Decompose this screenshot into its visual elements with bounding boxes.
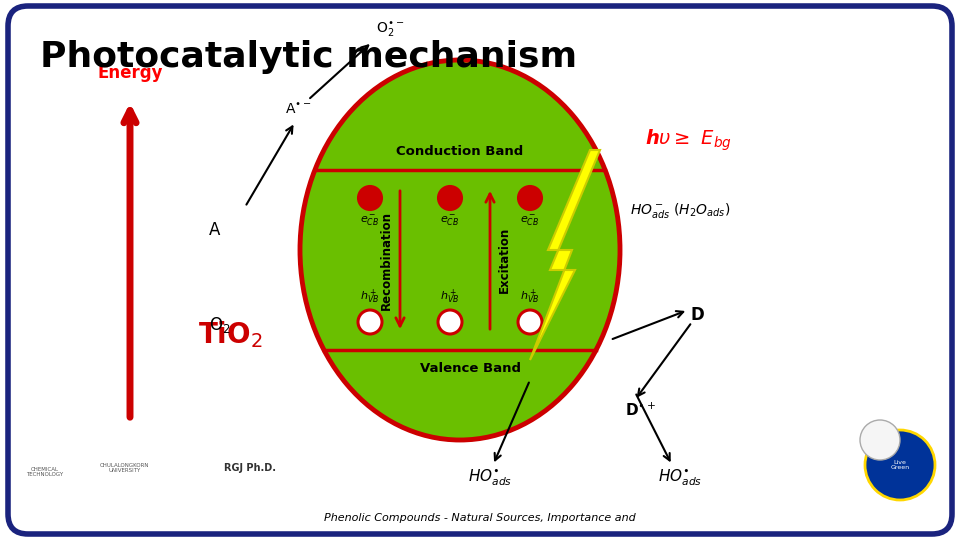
Text: Photocatalytic mechanism: Photocatalytic mechanism [40,40,577,74]
Text: Energy: Energy [97,64,163,82]
Circle shape [358,310,382,334]
Text: A: A [209,221,221,239]
Text: Phenolic Compounds - Natural Sources, Importance and: Phenolic Compounds - Natural Sources, Im… [324,513,636,523]
Circle shape [438,310,462,334]
FancyBboxPatch shape [8,6,952,534]
Text: D$^{\bullet +}$: D$^{\bullet +}$ [625,401,657,418]
Text: $HO^{\bullet}_{ads}$: $HO^{\bullet}_{ads}$ [658,468,702,488]
Text: Recombination: Recombination [379,211,393,309]
Polygon shape [530,150,600,360]
Text: Live
Green: Live Green [891,460,909,470]
Text: Conduction Band: Conduction Band [396,145,523,158]
Text: Valence Band: Valence Band [420,362,520,375]
Circle shape [438,186,462,210]
Text: RGJ Ph.D.: RGJ Ph.D. [224,463,276,473]
Text: CHEMICAL
TECHNOLOGY: CHEMICAL TECHNOLOGY [27,467,63,477]
Text: $h^+_{VB}$: $h^+_{VB}$ [441,288,460,306]
Text: Excitation: Excitation [497,227,511,293]
Text: CHULALONGKORN
UNIVERSITY: CHULALONGKORN UNIVERSITY [100,463,150,474]
Text: $HO^{\bullet}_{ads}$: $HO^{\bullet}_{ads}$ [468,468,512,488]
Text: $h^+_{VB}$: $h^+_{VB}$ [360,288,379,306]
Text: h$\upsilon$$\geq$ $E_{bg}$: h$\upsilon$$\geq$ $E_{bg}$ [645,127,732,153]
Text: $HO^-_{ads}$ $(H_2O_{ads})$: $HO^-_{ads}$ $(H_2O_{ads})$ [630,200,731,219]
Circle shape [860,420,900,460]
Circle shape [518,310,542,334]
Text: O$_2^{\bullet -}$: O$_2^{\bullet -}$ [376,21,404,39]
Text: $e^-_{CB}$: $e^-_{CB}$ [360,214,379,228]
Circle shape [518,186,542,210]
Circle shape [358,186,382,210]
Text: $e^-_{CB}$: $e^-_{CB}$ [441,214,460,228]
Text: D: D [690,306,704,324]
Text: $e^-_{CB}$: $e^-_{CB}$ [520,214,540,228]
Text: $h^+_{VB}$: $h^+_{VB}$ [520,288,540,306]
Circle shape [865,430,935,500]
Text: A$^{\bullet -}$: A$^{\bullet -}$ [284,103,311,117]
Text: TiO$_2$: TiO$_2$ [198,320,262,350]
Text: O$_2$: O$_2$ [209,315,230,335]
Ellipse shape [300,60,620,440]
